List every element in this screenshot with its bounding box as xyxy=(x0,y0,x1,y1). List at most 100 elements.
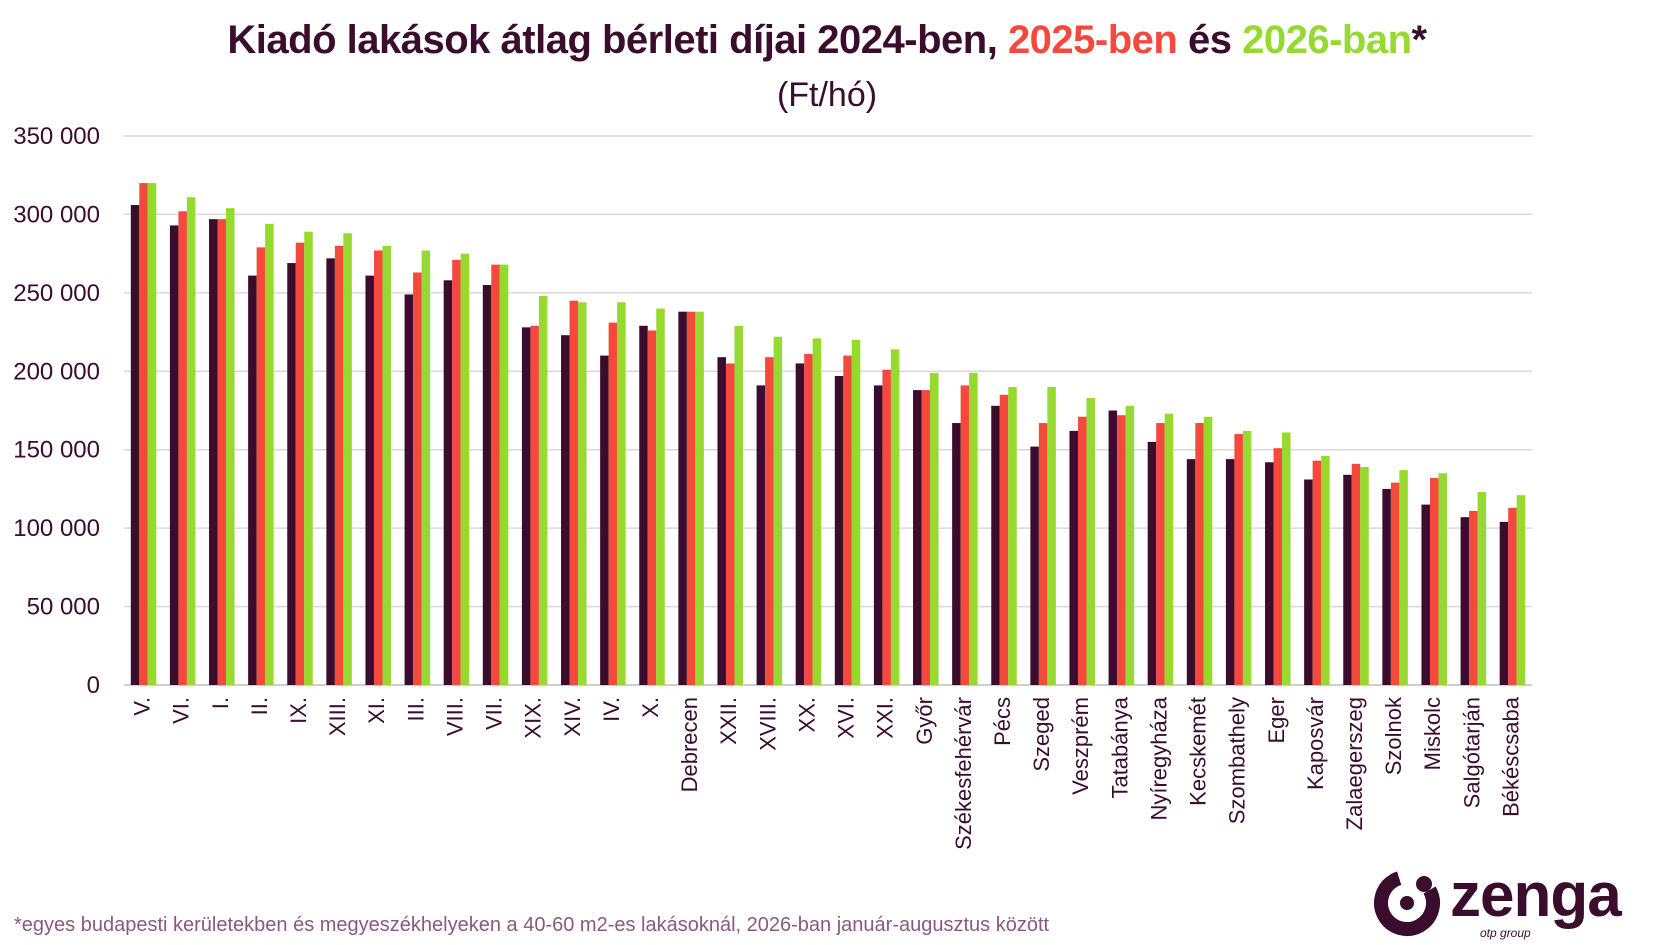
x-tick-label: I. xyxy=(208,697,233,709)
bar-y2025 xyxy=(1038,423,1048,685)
bar-y2025 xyxy=(882,369,891,685)
bar-y2025 xyxy=(217,219,227,686)
bar-y2026 xyxy=(1477,492,1487,685)
x-tick-label: Pécs xyxy=(990,697,1015,746)
bar-y2026 xyxy=(147,183,157,686)
x-tick-label: VI. xyxy=(169,697,194,724)
x-tick-label: Tatabánya xyxy=(1107,696,1132,798)
bar-y2024 xyxy=(913,390,922,685)
x-tick-label: Veszprém xyxy=(1068,697,1093,795)
bar-y2025 xyxy=(1117,415,1126,685)
bar-y2025 xyxy=(334,245,344,686)
title-part-and: és xyxy=(1177,18,1243,62)
bar-y2025 xyxy=(686,311,696,685)
bar-y2025 xyxy=(1469,510,1478,685)
bar-y2025 xyxy=(1429,477,1439,685)
bar-y2024 xyxy=(600,355,609,685)
bar-y2026 xyxy=(1047,386,1056,685)
bar-y2025 xyxy=(1077,416,1087,685)
bar-y2026 xyxy=(265,223,274,685)
x-tick-label: Miskolc xyxy=(1420,697,1445,770)
bar-y2024 xyxy=(326,258,335,685)
x-tick-label: Kecskemét xyxy=(1186,697,1211,806)
bar-y2025 xyxy=(295,242,305,686)
x-tick-label: Kaposvár xyxy=(1303,697,1328,790)
bar-y2024 xyxy=(404,294,414,685)
bar-y2024 xyxy=(248,275,257,685)
y-tick-label: 0 xyxy=(87,672,100,699)
bar-y2024 xyxy=(1343,474,1352,685)
bar-y2024 xyxy=(1108,410,1118,685)
logo-subtext: otp group xyxy=(1480,926,1531,940)
bar-y2025 xyxy=(647,330,657,685)
bar-y2026 xyxy=(1164,413,1174,685)
bar-y2026 xyxy=(1360,466,1369,685)
bar-y2024 xyxy=(365,275,374,685)
bar-y2024 xyxy=(1499,521,1509,685)
bar-y2024 xyxy=(1304,479,1313,685)
x-tick-label: IV. xyxy=(599,697,624,722)
zenga-logo-mark-icon xyxy=(1374,870,1440,936)
bar-y2025 xyxy=(1508,507,1517,685)
bar-y2026 xyxy=(656,308,665,685)
bar-y2025 xyxy=(413,272,422,685)
x-tick-label: Zalaegerszeg xyxy=(1342,697,1367,830)
x-tick-label: XX. xyxy=(794,697,819,732)
bar-y2024 xyxy=(443,280,453,685)
y-axis: 0 50 000 100 000 150 000 200 000 250 000 300 0… xyxy=(13,123,100,699)
bar-y2025 xyxy=(765,357,774,685)
bar-y2026 xyxy=(734,325,743,685)
bar-y2025 xyxy=(256,247,266,685)
bar-y2025 xyxy=(1312,460,1322,685)
bar-y2026 xyxy=(343,233,352,685)
bar-y2026 xyxy=(1008,386,1017,685)
chart-title: Kiadó lakások átlag bérleti díjai 2024-b… xyxy=(0,18,1654,63)
bar-y2024 xyxy=(169,225,179,685)
y-tick-label: 100 000 xyxy=(13,515,100,542)
bar-y2025 xyxy=(921,390,931,685)
bars xyxy=(130,183,1526,686)
chart-subtitle: (Ft/hó) xyxy=(776,76,878,114)
bar-y2025 xyxy=(1156,423,1165,685)
x-tick-label: Győr xyxy=(912,697,937,745)
bar-y2024 xyxy=(795,363,805,685)
bar-y2024 xyxy=(1421,504,1430,685)
bar-y2024 xyxy=(1069,430,1078,685)
x-tick-label: XIX. xyxy=(521,697,546,739)
title-part-2026: 2026-ban xyxy=(1242,18,1412,62)
bar-y2026 xyxy=(890,349,900,685)
title-part-2025: 2025-ben xyxy=(1007,18,1178,62)
y-tick-label: 200 000 xyxy=(13,358,100,385)
x-tick-label: XI. xyxy=(364,697,389,724)
x-tick-label: XIV. xyxy=(560,697,585,737)
bar-y2026 xyxy=(1516,495,1526,685)
bar-y2026 xyxy=(382,245,391,686)
y-tick-label: 350 000 xyxy=(13,123,100,150)
x-tick-label: XVI. xyxy=(834,697,859,739)
x-tick-label: V. xyxy=(130,697,155,716)
bar-y2026 xyxy=(695,311,704,685)
bar-y2026 xyxy=(304,231,313,685)
x-tick-label: Nyíregyháza xyxy=(1146,696,1171,820)
bar-y2025 xyxy=(569,300,579,685)
footnote: *egyes budapesti kerületekben és megyesz… xyxy=(14,914,1050,936)
x-tick-label: Székesfehérvár xyxy=(951,697,976,850)
bar-y2024 xyxy=(717,357,726,685)
bar-y2026 xyxy=(930,372,939,685)
bar-y2024 xyxy=(521,327,531,685)
bar-y2024 xyxy=(1147,441,1157,685)
bar-y2026 xyxy=(1086,397,1095,685)
bar-y2025 xyxy=(804,354,813,685)
bar-y2025 xyxy=(1234,434,1243,685)
x-tick-label: XVIII. xyxy=(755,697,780,751)
bar-y2024 xyxy=(834,375,844,685)
bar-y2026 xyxy=(812,338,822,685)
title-part-2024: Kiadó lakások átlag bérleti díjai 2024-b… xyxy=(227,18,1008,62)
x-tick-label: Szombathely xyxy=(1225,697,1250,824)
x-tick-label: Salgótarján xyxy=(1459,697,1484,808)
bar-y2024 xyxy=(209,219,218,686)
bar-y2026 xyxy=(1203,416,1213,685)
bar-y2024 xyxy=(1030,446,1039,685)
bar-y2025 xyxy=(452,259,461,685)
